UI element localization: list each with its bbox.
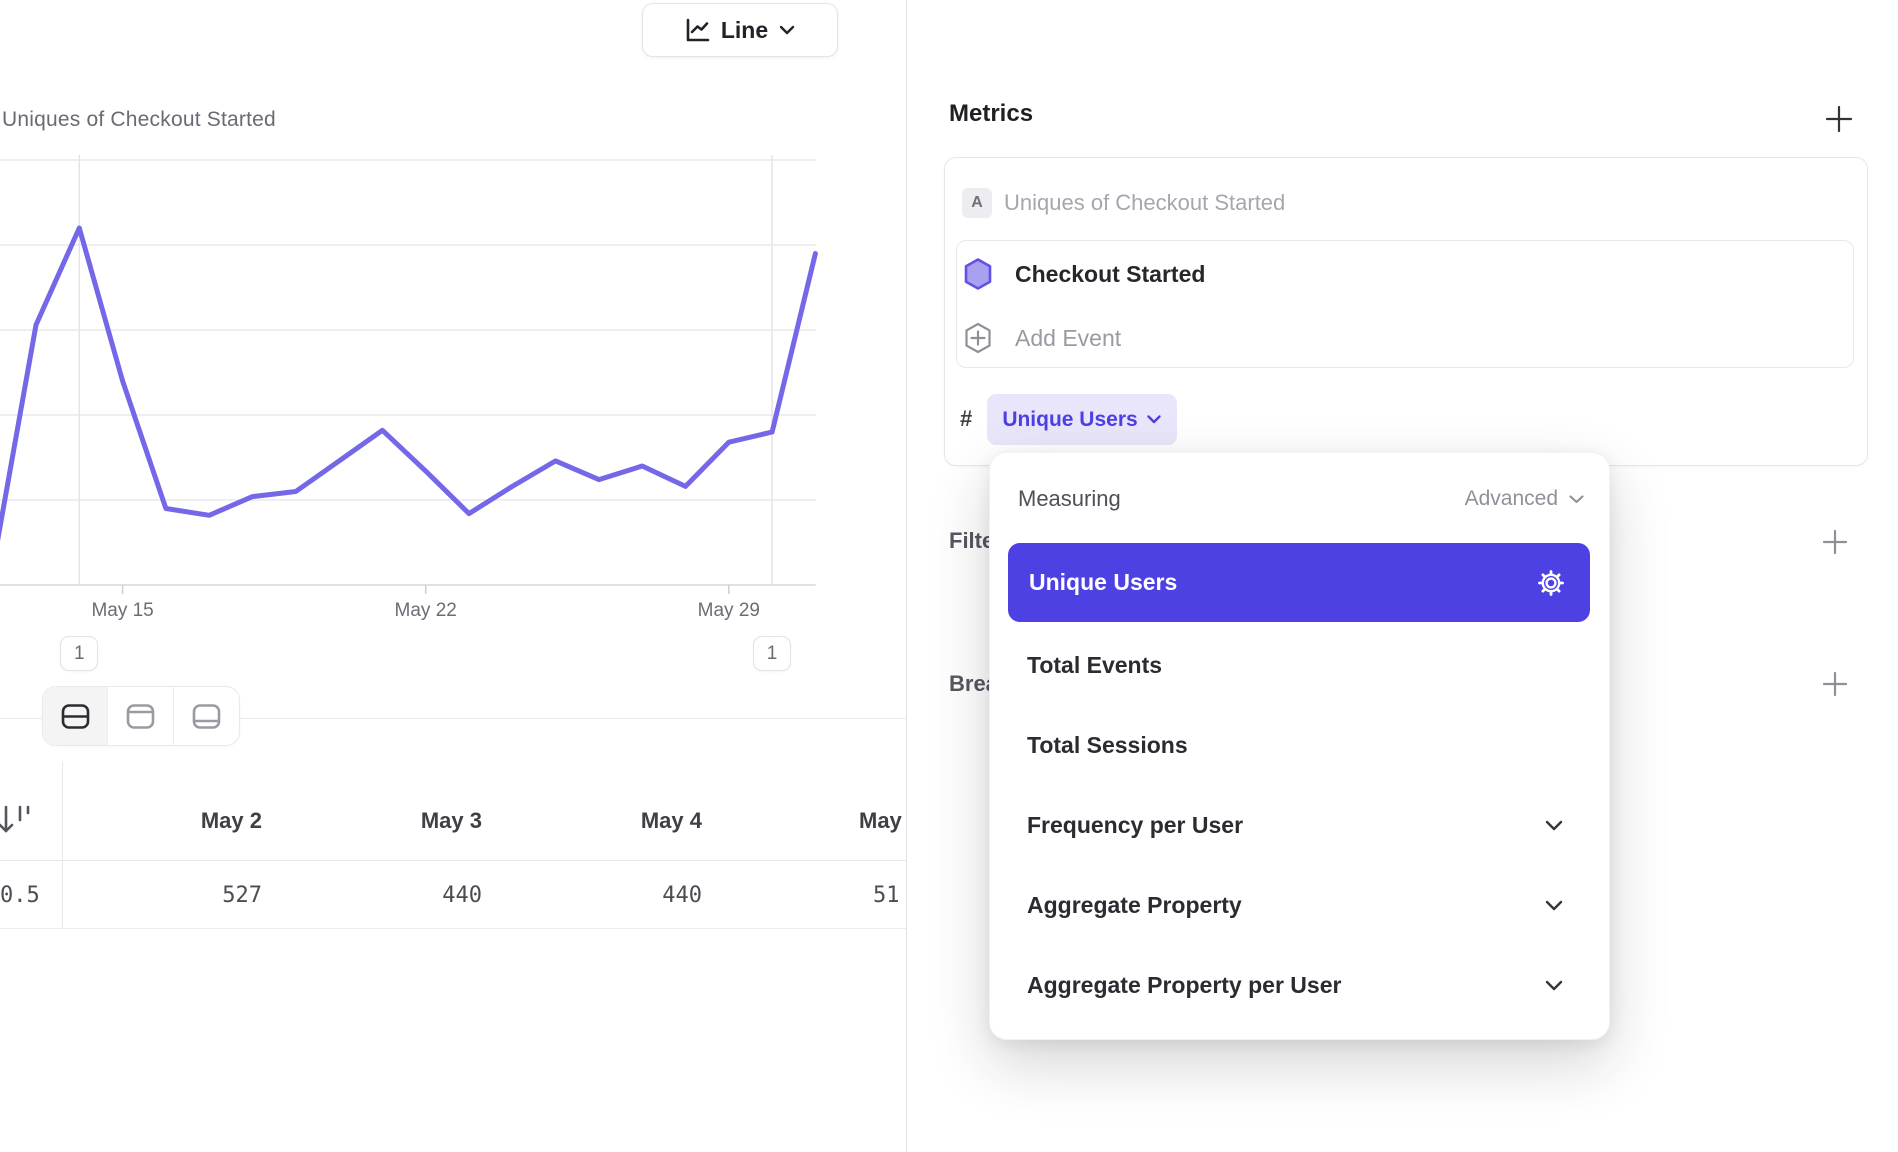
menu-item-label: Frequency per User xyxy=(1027,811,1244,838)
section-divider xyxy=(0,718,906,719)
measuring-label: Measuring xyxy=(1018,486,1121,511)
data-line xyxy=(0,225,818,542)
view-toggle-chart-only[interactable] xyxy=(108,687,174,745)
add-event-label: Add Event xyxy=(1015,324,1122,351)
x-tick-label: May 22 xyxy=(394,600,457,621)
table-only-view-icon xyxy=(192,703,221,729)
chevron-down-icon xyxy=(1146,415,1161,424)
chevron-down-icon xyxy=(1569,494,1584,503)
plus-icon xyxy=(1822,671,1848,697)
chart-only-view-icon xyxy=(126,703,155,729)
plus-icon xyxy=(1822,529,1848,555)
measurement-dropdown-trigger[interactable]: Unique Users xyxy=(987,394,1177,445)
table-cell-clipped: 51 xyxy=(873,883,900,908)
panel-divider xyxy=(906,0,907,1152)
table-row-label: 0.5 xyxy=(0,883,40,908)
advanced-mode-toggle[interactable]: Advanced xyxy=(1465,487,1585,511)
table-cell: 440 xyxy=(662,883,702,908)
line-chart xyxy=(0,155,818,594)
event-card xyxy=(956,240,1854,368)
menu-item-label: Total Sessions xyxy=(1027,731,1188,758)
chart-type-dropdown[interactable]: Line xyxy=(642,3,838,57)
metrics-section-title: Metrics xyxy=(949,100,1034,127)
table-cell: 527 xyxy=(222,883,262,908)
chart-type-label: Line xyxy=(720,16,769,43)
plus-icon xyxy=(1825,105,1853,133)
menu-item-aggregate-property-per-user[interactable]: Aggregate Property per User xyxy=(1008,945,1590,1025)
menu-item-label: Unique Users xyxy=(1029,569,1178,595)
view-toggle-split[interactable] xyxy=(43,687,109,745)
metric-letter-badge: A xyxy=(962,188,992,218)
chevron-down-icon xyxy=(1545,900,1563,910)
measure-prefix: # xyxy=(960,406,973,431)
event-label: Checkout Started xyxy=(1015,260,1206,287)
menu-item-label: Total Events xyxy=(1027,651,1163,678)
add-filter-button[interactable] xyxy=(1820,527,1850,557)
view-toggle-table-only[interactable] xyxy=(174,687,239,745)
table-header-may4[interactable]: May 4 xyxy=(640,808,702,833)
gear-icon[interactable] xyxy=(1536,568,1566,598)
table-column-divider xyxy=(62,762,63,928)
menu-item-aggregate-property[interactable]: Aggregate Property xyxy=(1008,865,1590,945)
x-tick-label: May 29 xyxy=(697,600,760,621)
add-breakdown-button[interactable] xyxy=(1820,669,1850,699)
measuring-dropdown-menu: Measuring Advanced Unique Users xyxy=(989,452,1610,1040)
chart-panel: Line Uniques of Checkout Started May 15 M… xyxy=(0,0,906,1152)
chart-title: Uniques of Checkout Started xyxy=(2,108,276,131)
measurement-value: Unique Users xyxy=(1002,407,1138,431)
line-chart-icon xyxy=(686,18,710,41)
menu-item-frequency-per-user[interactable]: Frequency per User xyxy=(1008,785,1590,865)
annotation-badge[interactable]: 1 xyxy=(60,636,99,671)
hexagon-icon xyxy=(964,258,992,290)
add-event-hexagon-plus-icon xyxy=(965,322,991,354)
menu-item-label: Aggregate Property per User xyxy=(1027,971,1342,998)
metric-name-input[interactable]: Uniques of Checkout Started xyxy=(1004,190,1286,215)
table-cell: 440 xyxy=(442,883,482,908)
menu-item-total-events[interactable]: Total Events xyxy=(1008,625,1590,705)
split-view-icon xyxy=(61,703,89,729)
advanced-label: Advanced xyxy=(1464,487,1558,510)
sort-descending-icon[interactable] xyxy=(0,798,38,842)
view-toggle xyxy=(42,686,240,746)
table-header-clipped[interactable]: May xyxy=(859,808,902,833)
table-row-border xyxy=(0,928,906,929)
chevron-down-icon xyxy=(779,25,795,35)
table-header-may3[interactable]: May 3 xyxy=(420,808,482,833)
menu-item-total-sessions[interactable]: Total Sessions xyxy=(1008,705,1590,785)
x-tick-label: May 15 xyxy=(91,600,154,621)
add-metric-button[interactable] xyxy=(1822,102,1856,136)
table-header-may2[interactable]: May 2 xyxy=(200,808,262,833)
dropdown-header: Measuring Advanced xyxy=(1018,485,1585,513)
annotation-badge[interactable]: 1 xyxy=(753,636,792,671)
add-event-row[interactable]: Add Event xyxy=(963,321,1121,355)
chevron-down-icon xyxy=(1545,820,1563,830)
event-row[interactable]: Checkout Started xyxy=(963,257,1205,291)
chevron-down-icon xyxy=(1545,980,1563,990)
menu-item-unique-users[interactable]: Unique Users xyxy=(1008,543,1590,622)
menu-item-label: Aggregate Property xyxy=(1027,891,1242,918)
table-header-border xyxy=(0,860,906,861)
